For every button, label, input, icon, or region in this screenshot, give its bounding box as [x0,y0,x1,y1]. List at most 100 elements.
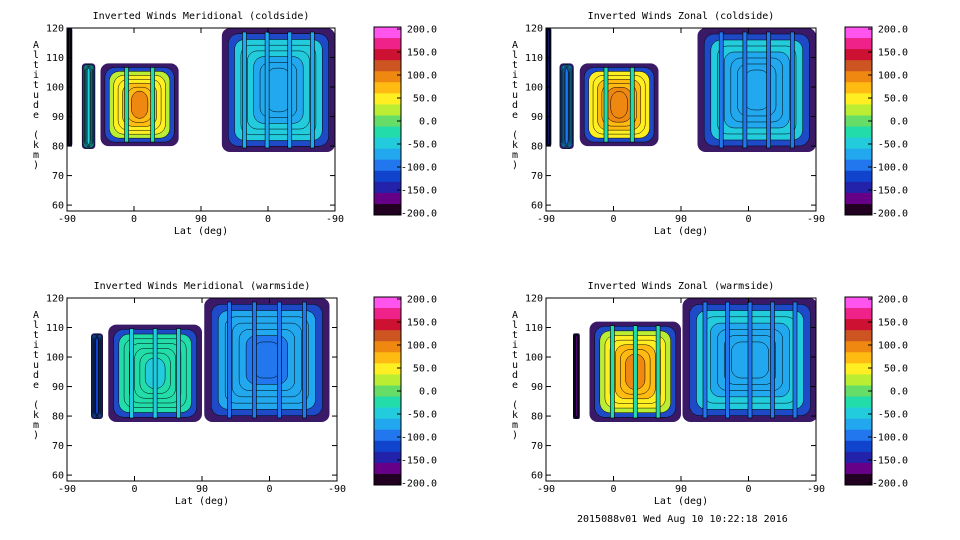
colorbar-swatch [374,429,401,442]
colorbar-swatch [845,159,872,172]
contour-band [632,325,638,419]
colorbar-swatch [845,396,872,409]
colorbar-label: 50.0 [884,94,908,105]
colorbar-label: -150.0 [401,186,437,197]
colorbar-swatch [845,49,872,61]
contour-band [252,301,257,419]
colorbar-swatch [374,137,401,150]
colorbar-swatch [845,297,872,309]
colorbar-swatch [845,418,872,431]
colorbar-label: -200.0 [401,209,437,220]
x-tick-label: -90 [537,484,555,495]
colorbar-label: 0.0 [419,387,437,398]
contour-band [792,301,798,419]
x-tick-label: 0 [745,214,751,225]
colorbar-label: 100.0 [878,341,908,352]
colorbar-swatch [845,374,872,386]
contour-band [124,67,129,143]
colorbar-label: 100.0 [878,71,908,82]
y-tick-label: 110 [46,53,64,64]
colorbar-swatch [374,38,401,50]
colorbar-swatch [845,352,872,364]
colorbar-label: 200.0 [407,25,437,36]
colorbar-swatch [845,319,872,331]
colorbar-swatch [374,60,401,72]
colorbar-label: 50.0 [884,364,908,375]
x-tick-label: 0 [266,484,272,495]
contour-level [266,67,291,113]
colorbar-swatch [374,407,401,420]
colorbar-swatch [845,330,872,342]
colorbar-label: -100.0 [401,433,437,444]
colorbar-swatch [374,308,401,320]
contour-region [697,28,816,152]
y-tick-label: 100 [525,83,543,94]
x-tick-label: 0 [745,484,751,495]
colorbar-label: 0.0 [419,117,437,128]
colorbar-swatch [845,60,872,72]
colorbar-label: 0.0 [890,117,908,128]
chart-zonal-warmside: 60 70 80 90 100 110 120 -90 0 90 0 -90 Inverted Wind… [512,281,908,507]
contour-band [725,301,730,419]
colorbar-swatch [845,473,872,486]
colorbar-label: -150.0 [872,186,908,197]
x-axis-label: Lat (deg) [654,226,708,237]
colorbar-label: 150.0 [407,48,437,59]
x-tick-label: -90 [58,214,76,225]
colorbar-swatch [845,71,872,83]
colorbar-swatch [374,71,401,83]
contour-region [108,324,202,422]
colorbar-swatch [374,148,401,161]
x-axis-label: Lat (deg) [174,226,228,237]
colorbar: 200.0 150.0 100.0 50.0 0.0 -50.0 -100.0 -150.0 -… [844,25,908,220]
footer-text: 2015088v01 Wed Aug 10 10:22:18 2016 [577,514,788,525]
chart-meridional-coldside: 60 70 80 90 100 110 120 -90 0 90 0 -90 Inverted Wind… [33,11,437,237]
colorbar-label: -50.0 [407,140,437,151]
y-tick-label: 80 [52,142,64,153]
colorbar-swatch [845,462,872,475]
chart-title: Inverted Winds Zonal (warmside) [588,281,775,292]
y-tick-label: 70 [52,441,64,452]
colorbar-swatch [374,363,401,375]
colorbar-swatch [374,374,401,386]
contour-band [655,325,661,419]
colorbar-label: 100.0 [407,71,437,82]
y-tick-label: 120 [46,24,64,35]
contour-band [603,67,609,143]
colorbar-swatch [845,137,872,150]
colorbar-swatch [845,341,872,353]
contour-band [150,67,155,143]
x-tick-label: 0 [131,214,137,225]
colorbar-swatch [374,352,401,364]
colorbar-swatch [845,170,872,183]
x-tick-label: 0 [610,484,616,495]
colorbar-swatch [845,27,872,39]
colorbar-label: 150.0 [878,48,908,59]
y-tick-label: 120 [525,294,543,305]
colorbar-swatch [845,451,872,464]
colorbar-swatch [374,104,401,116]
contour-band [718,31,724,149]
colorbar-swatch [374,159,401,172]
colorbar-swatch [374,319,401,331]
colorbar-swatch [374,203,401,216]
contour-band [264,31,270,149]
colorbar-label: -100.0 [401,163,437,174]
x-tick-label: -90 [326,214,344,225]
x-axis-label: Lat (deg) [175,496,229,507]
y-tick-label: 60 [52,471,64,482]
chart-title: Inverted Winds Meridional (coldside) [93,11,310,22]
contour-band [129,328,134,419]
colorbar-swatch [374,82,401,94]
colorbar-swatch [845,148,872,161]
colorbar: 200.0 150.0 100.0 50.0 0.0 -50.0 -100.0 -150.0 -… [373,25,437,220]
y-tick-label: 110 [525,323,543,334]
colorbar-label: -50.0 [407,410,437,421]
y-tick-label: 100 [525,353,543,364]
colorbar-swatch [845,181,872,194]
x-axis-label: Lat (deg) [654,496,708,507]
colorbar-swatch [374,115,401,128]
